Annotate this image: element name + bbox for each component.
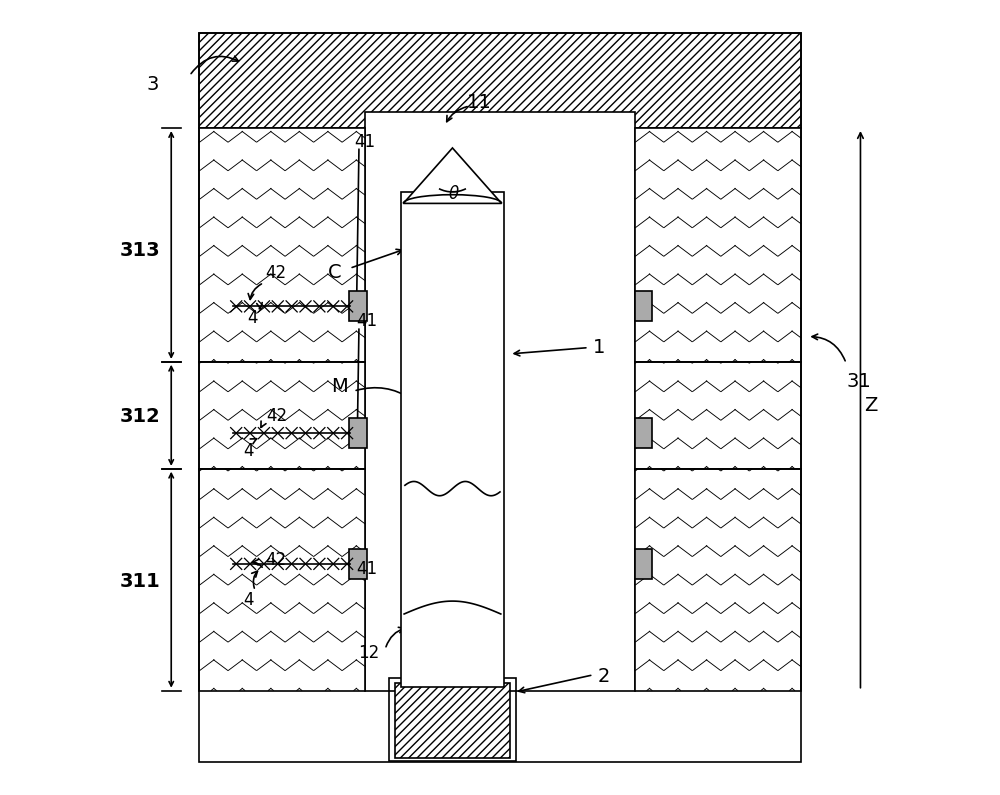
Text: 4: 4	[244, 442, 254, 460]
Text: 42: 42	[266, 264, 287, 282]
Text: C: C	[328, 263, 342, 282]
Text: 42: 42	[266, 407, 287, 425]
Bar	[349, 418, 367, 448]
Bar	[635, 549, 652, 579]
Text: 41: 41	[356, 312, 377, 331]
Text: 4: 4	[244, 591, 254, 609]
Bar	[199, 128, 365, 362]
Bar	[199, 469, 365, 691]
Bar	[635, 418, 652, 448]
Bar	[389, 678, 516, 761]
Text: 313: 313	[120, 242, 161, 261]
Bar	[199, 33, 801, 128]
Text: 12: 12	[358, 644, 380, 661]
Bar	[349, 549, 367, 579]
Bar	[199, 33, 801, 762]
Text: 2: 2	[597, 667, 610, 686]
Text: 312: 312	[120, 407, 161, 426]
Text: 41: 41	[354, 133, 375, 150]
Text: 31: 31	[847, 372, 872, 391]
Bar	[395, 683, 510, 758]
Bar	[635, 291, 652, 321]
Text: $\theta$: $\theta$	[448, 185, 460, 203]
Polygon shape	[403, 148, 502, 204]
Bar	[401, 192, 504, 687]
Text: 311: 311	[120, 572, 161, 591]
Bar	[635, 362, 801, 469]
Bar	[349, 291, 367, 321]
Text: 42: 42	[266, 551, 287, 569]
Text: 41: 41	[356, 560, 377, 579]
Text: 4: 4	[248, 309, 258, 328]
Bar	[365, 112, 635, 691]
Bar	[199, 362, 365, 469]
Text: Z: Z	[864, 396, 877, 415]
Bar	[635, 128, 801, 362]
Text: 11: 11	[467, 93, 491, 112]
Bar	[635, 469, 801, 691]
Text: 3: 3	[147, 75, 159, 94]
Text: M: M	[331, 377, 348, 396]
Text: 1: 1	[593, 338, 605, 357]
